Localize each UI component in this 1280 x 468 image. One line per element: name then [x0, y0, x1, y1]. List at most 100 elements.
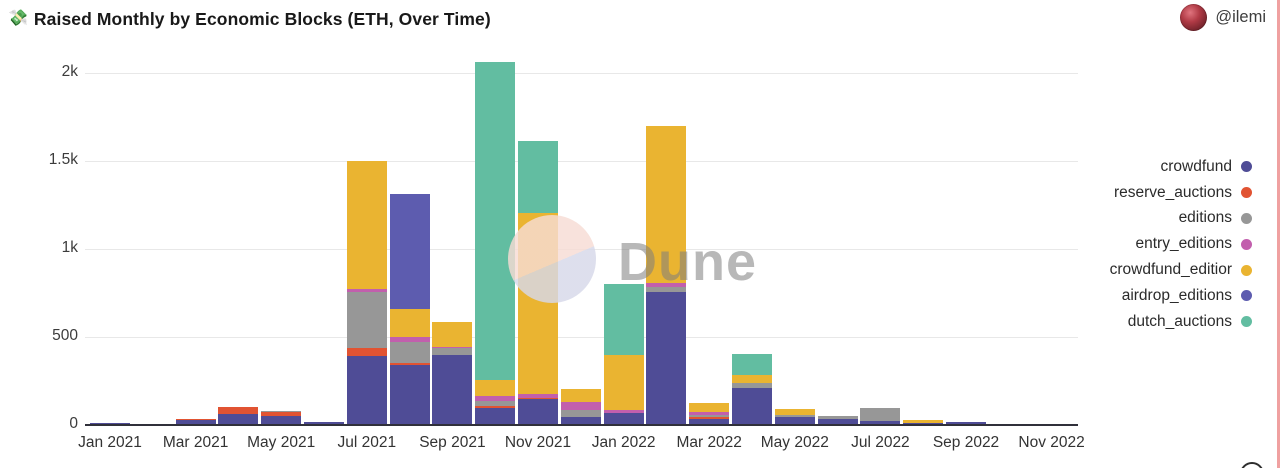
bar-segment-crowdfund[interactable]	[261, 416, 302, 425]
bar-segment-crowdfund[interactable]	[603, 412, 644, 425]
bar-segment-reserve_auctions[interactable]	[218, 406, 259, 415]
bar-segment-editions[interactable]	[646, 286, 687, 292]
legend-label: editions	[1178, 209, 1232, 227]
bar-segment-editions[interactable]	[860, 408, 901, 421]
selection-border	[1277, 0, 1280, 468]
legend-label: dutch_auctions	[1127, 312, 1232, 330]
bar-segment-crowdfund_editior[interactable]	[689, 403, 730, 412]
bar-segment-crowdfund[interactable]	[389, 365, 430, 425]
bar-segment-editions[interactable]	[774, 414, 815, 418]
chart-title: Raised Monthly by Economic Blocks (ETH, …	[33, 8, 491, 29]
bar-segment-crowdfund[interactable]	[346, 356, 387, 425]
bar-segment-crowdfund_editior[interactable]	[774, 408, 815, 415]
bar-segment-crowdfund[interactable]	[646, 291, 687, 425]
bar-segment-crowdfund_editior[interactable]	[903, 420, 944, 423]
bar-segment-dutch_auctions[interactable]	[603, 284, 644, 356]
bar-segment-dutch_auctions[interactable]	[732, 354, 772, 375]
bar-segment-crowdfund_editior[interactable]	[432, 322, 473, 347]
bar-segment-reserve_auctions[interactable]	[475, 405, 516, 409]
legend-item-crowdfund_editior[interactable]: crowdfund_editior	[1110, 257, 1252, 283]
legend-item-dutch_auctions[interactable]: dutch_auctions	[1110, 309, 1252, 335]
bar-segment-crowdfund[interactable]	[689, 419, 730, 425]
legend-item-reserve_auctions[interactable]: reserve_auctions	[1110, 180, 1252, 206]
bar-segment-entry_editions[interactable]	[689, 411, 730, 415]
y-axis-tick: 1k	[61, 239, 78, 256]
bar-segment-crowdfund_editior[interactable]	[389, 308, 430, 337]
author-handle[interactable]: @ilemi	[1215, 8, 1266, 26]
bar-segment-crowdfund[interactable]	[560, 417, 601, 425]
dune-watermark-circle	[508, 215, 596, 303]
gridline-1.5k	[85, 161, 1078, 162]
bar-segment-crowdfund_editior[interactable]	[560, 388, 601, 403]
x-axis-tick: Mar 2021	[162, 434, 229, 451]
bar-segment-editions[interactable]	[560, 410, 601, 418]
legend-color-dot	[1241, 290, 1252, 302]
bar-segment-crowdfund[interactable]	[218, 414, 259, 425]
bar-segment-reserve_auctions[interactable]	[518, 398, 558, 400]
bar-segment-crowdfund[interactable]	[946, 422, 986, 425]
page-title: 💸 Raised Monthly by Economic Blocks (ETH…	[8, 6, 491, 32]
x-axis-tick: Jul 2022	[851, 434, 910, 451]
bar-segment-crowdfund[interactable]	[860, 420, 901, 425]
legend-label: reserve_auctions	[1113, 183, 1232, 201]
money-wings-emoji: 💸	[8, 10, 28, 27]
bar-segment-airdrop_editions[interactable]	[389, 194, 430, 309]
legend-item-editions[interactable]: editions	[1110, 206, 1252, 232]
bar-segment-editions[interactable]	[432, 348, 473, 356]
x-axis-tick: Sep 2022	[932, 434, 1000, 451]
bar-segment-crowdfund[interactable]	[432, 355, 473, 425]
bar-segment-entry_editions[interactable]	[389, 336, 430, 342]
x-axis-tick: Nov 2022	[1018, 434, 1085, 451]
bar-segment-crowdfund_editior[interactable]	[603, 355, 644, 411]
bar-segment-crowdfund[interactable]	[903, 422, 944, 425]
bar-segment-dutch_auctions[interactable]	[475, 61, 516, 381]
legend-label: crowdfund	[1160, 157, 1232, 175]
x-axis-tick: Sep 2021	[419, 434, 486, 451]
bar-segment-crowdfund[interactable]	[774, 417, 815, 425]
bar-segment-dutch_auctions[interactable]	[518, 141, 558, 214]
bar-segment-crowdfund_editior[interactable]	[646, 125, 687, 284]
bar-segment-entry_editions[interactable]	[518, 393, 558, 399]
bar-segment-reserve_auctions[interactable]	[175, 419, 216, 421]
bar-segment-editions[interactable]	[732, 383, 772, 388]
bar-segment-reserve_auctions[interactable]	[346, 348, 387, 357]
bar-segment-reserve_auctions[interactable]	[689, 417, 730, 419]
y-axis-tick: 0	[69, 415, 78, 432]
bar-segment-editions[interactable]	[389, 341, 430, 363]
legend-item-airdrop_editions[interactable]: airdrop_editions	[1110, 283, 1252, 309]
bar-segment-entry_editions[interactable]	[432, 346, 473, 349]
bar-segment-entry_editions[interactable]	[603, 410, 644, 413]
author-chip[interactable]: @ilemi	[1180, 4, 1266, 31]
bar-segment-entry_editions[interactable]	[346, 289, 387, 293]
x-axis-line	[85, 424, 1078, 426]
gridline-500	[85, 337, 1078, 338]
legend-color-dot	[1241, 316, 1252, 328]
bar-segment-crowdfund[interactable]	[304, 421, 344, 425]
bar-segment-crowdfund_editior[interactable]	[346, 161, 387, 290]
bar-segment-editions[interactable]	[261, 410, 302, 412]
bar-segment-crowdfund[interactable]	[175, 420, 216, 425]
legend-label: crowdfund_editior	[1109, 261, 1232, 279]
bar-segment-editions[interactable]	[346, 292, 387, 349]
bar-segment-crowdfund_editior[interactable]	[475, 380, 516, 396]
bar-segment-crowdfund[interactable]	[475, 408, 516, 425]
bar-segment-editions[interactable]	[475, 400, 516, 406]
legend-item-crowdfund[interactable]: crowdfund	[1110, 154, 1252, 180]
chart-legend: crowdfund reserve_auctions editions entry_e…	[1110, 154, 1252, 335]
avatar[interactable]	[1180, 4, 1208, 31]
bar-segment-crowdfund[interactable]	[817, 419, 858, 425]
bar-segment-reserve_auctions[interactable]	[261, 411, 302, 417]
bar-segment-editions[interactable]	[817, 416, 858, 419]
bar-segment-entry_editions[interactable]	[560, 402, 601, 411]
bar-segment-entry_editions[interactable]	[646, 283, 687, 287]
legend-item-entry_editions[interactable]: entry_editions	[1110, 231, 1252, 257]
x-axis-tick: Mar 2022	[676, 434, 742, 451]
legend-color-dot	[1241, 161, 1252, 173]
bar-segment-editions[interactable]	[689, 414, 730, 418]
bar-segment-crowdfund_editior[interactable]	[732, 375, 772, 384]
bar-segment-crowdfund[interactable]	[732, 387, 772, 425]
bar-segment-reserve_auctions[interactable]	[389, 362, 430, 366]
bar-segment-entry_editions[interactable]	[475, 395, 516, 401]
bar-segment-crowdfund[interactable]	[518, 399, 558, 425]
